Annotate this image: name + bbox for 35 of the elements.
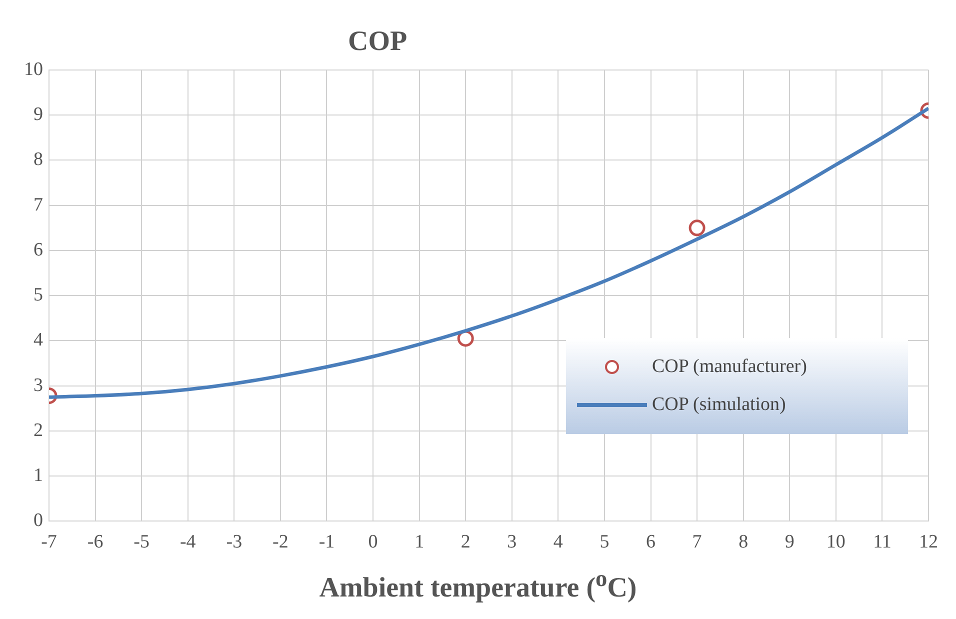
- x-tick-label: 2: [460, 532, 470, 553]
- x-tick-label: 10: [826, 532, 846, 553]
- y-axis-title: COP: [348, 26, 408, 58]
- x-tick-label: 11: [873, 532, 892, 553]
- x-tick-label: -3: [226, 532, 242, 553]
- y-tick-label: 4: [34, 330, 44, 351]
- y-tick-label: 10: [24, 58, 43, 80]
- y-tick-label: 0: [34, 510, 43, 532]
- x-tick-label: 3: [507, 532, 517, 553]
- x-tick-label: 5: [600, 532, 610, 553]
- x-tick-label: 4: [553, 532, 564, 553]
- legend-label: COP (simulation): [652, 394, 786, 416]
- x-tick-label: 6: [646, 532, 656, 553]
- x-tick-label: 0: [368, 532, 378, 553]
- x-tick-label: -5: [134, 532, 150, 553]
- x-tick-label: -4: [180, 532, 196, 553]
- y-tick-label: 2: [34, 420, 43, 441]
- x-tick-label: 1: [414, 532, 424, 553]
- y-tick-label: 5: [34, 284, 43, 306]
- y-tick-label: 1: [34, 465, 43, 486]
- y-tick-label: 7: [34, 194, 43, 216]
- x-tick-label: -1: [318, 532, 335, 553]
- x-tick-label: 7: [692, 532, 702, 553]
- y-tick-label: 6: [34, 239, 43, 260]
- y-tick-label: 9: [34, 104, 43, 126]
- x-axis-title: Ambient temperature ($^{o}$C): [318, 566, 638, 604]
- legend-label: COP (manufacturer): [652, 356, 807, 378]
- x-tick-label: 8: [738, 532, 748, 553]
- y-tick-label: 3: [34, 374, 43, 396]
- x-tick-label: -6: [87, 532, 104, 553]
- x-tick-label: -7: [41, 532, 57, 553]
- y-tick-label: 8: [34, 149, 43, 170]
- x-tick-label: 9: [784, 532, 794, 553]
- x-tick-label: -2: [272, 532, 288, 553]
- x-tick-label: 12: [919, 532, 938, 553]
